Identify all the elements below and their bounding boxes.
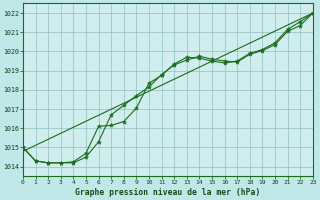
X-axis label: Graphe pression niveau de la mer (hPa): Graphe pression niveau de la mer (hPa) <box>75 188 260 197</box>
